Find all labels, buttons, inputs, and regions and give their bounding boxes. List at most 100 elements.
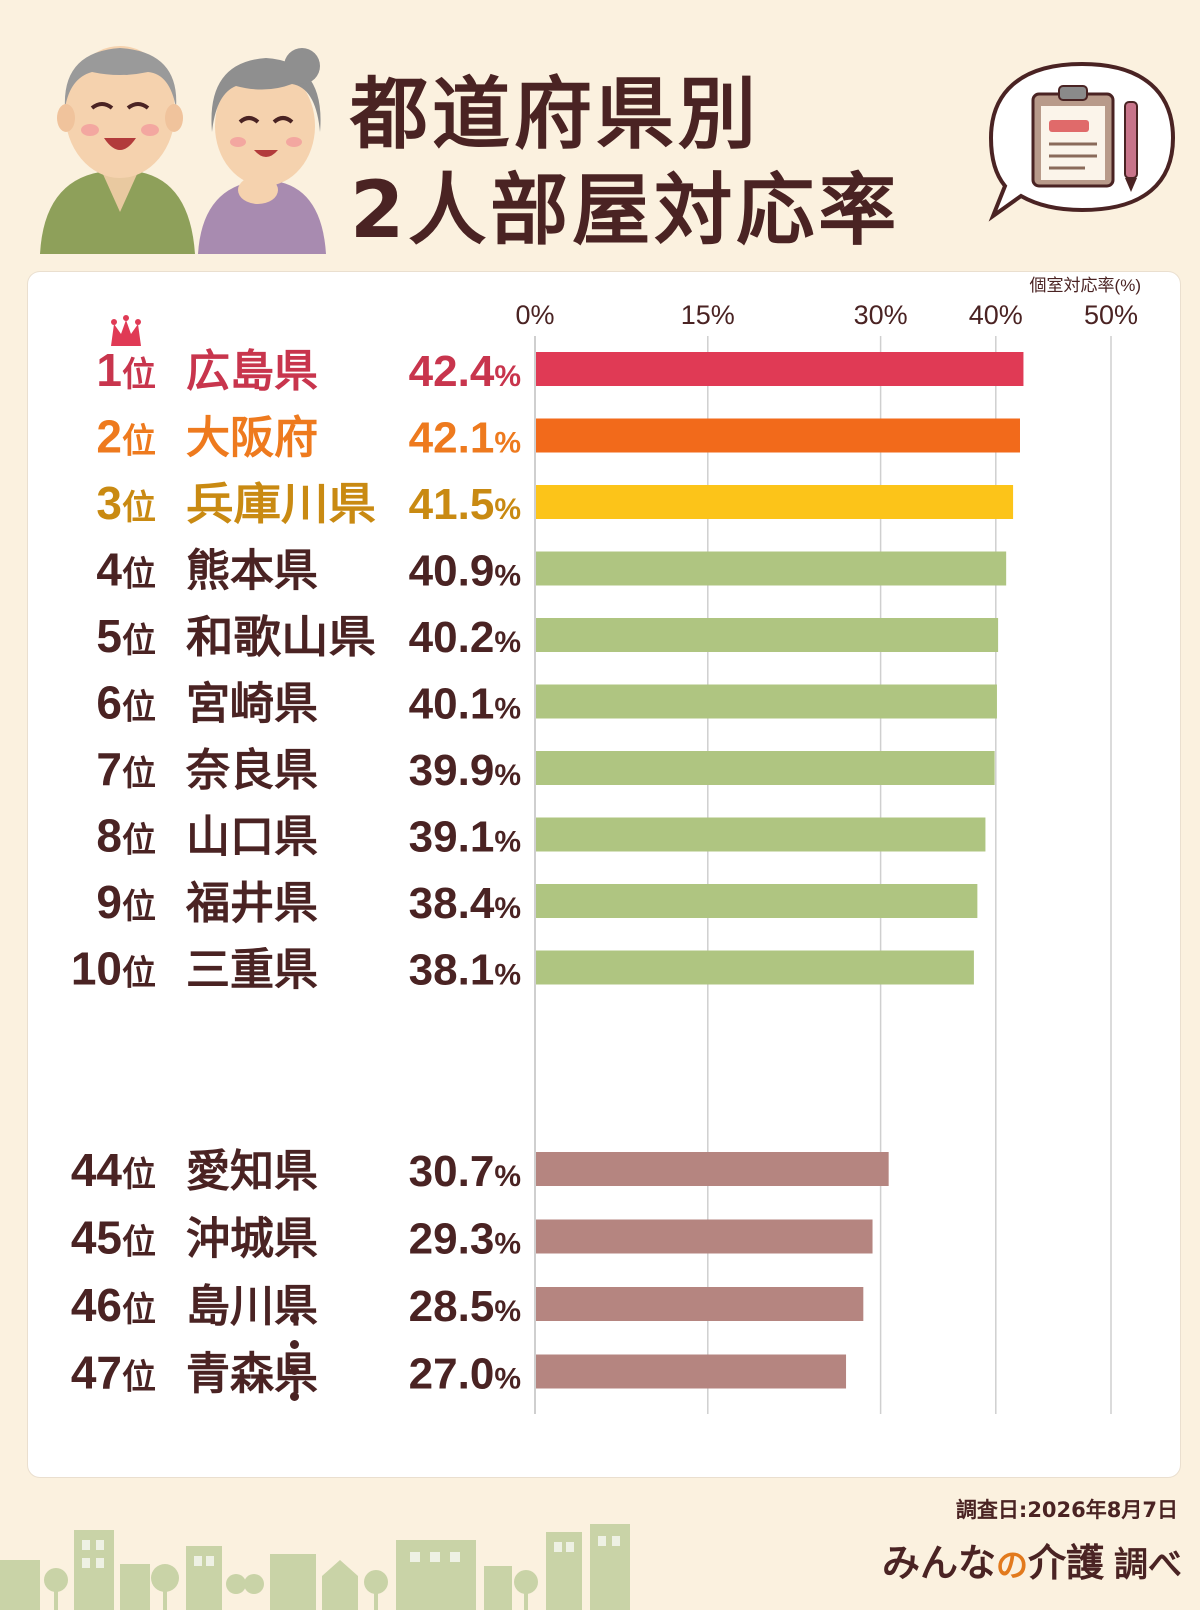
unit-label: 個室対応率(%) [1030,276,1141,295]
rank-number: 10 [71,943,122,995]
rank-number: 5 [96,610,122,662]
elderly-couple-illustration [40,46,326,254]
chart-row: 4位 熊本県 40.9% [96,544,1007,596]
value-number: 41.5 [409,480,495,529]
rank-label: 44位 [71,1144,156,1196]
value-percent: % [494,759,521,792]
value-label: 41.5% [409,480,521,529]
rank-number: 7 [96,743,122,795]
value-percent: % [494,360,521,393]
value-number: 39.1 [409,813,495,862]
value-label: 30.7% [409,1147,521,1196]
chart-row: 10位 三重県 38.1% [71,943,974,995]
chart-title-line-1: 都道府県別 [350,70,761,160]
brand-name-part-1: みんな [881,1541,996,1585]
x-tick-label: 15% [681,300,735,330]
value-number: 38.1 [409,946,495,995]
bar [536,884,978,918]
bar [536,1287,864,1321]
rank-label: 4位 [96,544,156,596]
crown-icon [111,315,141,346]
prefecture-name: 愛知県 [186,1147,318,1196]
value-label: 42.1% [409,414,521,463]
x-tick-label: 0% [515,300,554,330]
rank-label: 45位 [71,1212,156,1264]
value-label: 27.0% [409,1350,521,1399]
value-number: 29.3 [409,1215,495,1264]
rank-suffix: 位 [122,1291,156,1329]
chart-panel: 個室対応率(%) 0% 15% 30% 40% 50% 1位 広島県 42.4% 2位 大阪府 4… [28,272,1180,1477]
value-label: 29.3% [409,1215,521,1264]
rank-suffix: 位 [122,755,156,793]
rank-label: 5位 [96,610,156,662]
prefecture-name: 沖城県 [186,1215,318,1264]
value-number: 27.0 [409,1350,495,1399]
rank-label: 10位 [71,943,156,995]
chart-row: 47位 青森県 27.0% [71,1347,847,1399]
header: 都道府県別 2人部屋対応率 [0,0,1200,260]
value-number: 39.9 [409,746,495,795]
prefecture-name: 宮崎県 [186,680,318,729]
chart-row: 1位 広島県 42.4% [96,344,1024,396]
bar [536,950,974,985]
value-number: 38.4 [409,879,495,928]
rank-number: 2 [96,411,122,463]
chart-row: 9位 福井県 38.4% [96,876,978,928]
bar [536,1354,847,1389]
brand-name-part-2: 介護 [1027,1541,1104,1585]
value-number: 40.9 [409,547,495,596]
rank-label: 8位 [96,810,156,862]
rank-number: 47 [71,1347,122,1399]
chart-row: 5位 和歌山県 40.2% [96,610,999,662]
prefecture-name: 兵庫川県 [186,480,376,529]
value-label: 38.1% [409,946,521,995]
rank-suffix: 位 [122,1224,156,1262]
survey-date: 調査日:2026年8月7日 [955,1498,1178,1522]
bar [536,485,1014,519]
rank-suffix: 位 [122,556,156,594]
value-label: 39.1% [409,813,521,862]
value-number: 42.4 [409,347,495,396]
rank-suffix: 位 [122,423,156,461]
value-percent: % [494,1363,521,1396]
bar [536,684,997,719]
town-skyline-illustration [0,1524,630,1610]
chart-row: 2位 大阪府 42.1% [96,411,1020,463]
chart-row: 46位 島川県 28.5% [71,1279,864,1331]
value-label: 39.9% [409,746,521,795]
rank-label: 2位 [96,411,156,463]
rank-label: 46位 [71,1279,156,1331]
value-label: 40.9% [409,547,521,596]
rank-label: 6位 [96,677,156,729]
rank-number: 4 [96,544,122,596]
brand-suffix: 調べ [1114,1545,1182,1585]
rank-suffix: 位 [122,1359,156,1397]
bar [536,551,1007,586]
prefecture-name: 奈良県 [185,746,318,795]
rank-suffix: 位 [122,489,156,527]
rank-number: 46 [71,1279,122,1331]
rank-suffix: 位 [122,1156,156,1194]
bar [536,817,986,852]
prefecture-name: 和歌山県 [186,613,376,662]
rank-label: 9位 [96,876,156,928]
prefecture-name: 大阪府 [186,414,318,463]
value-number: 42.1 [409,414,495,463]
rank-suffix: 位 [122,955,156,993]
rank-label: 1位 [96,344,156,396]
value-percent: % [494,1228,521,1261]
bar [536,1152,889,1186]
value-number: 40.1 [409,680,495,729]
x-tick-label: 50% [1084,300,1138,330]
bar [536,751,995,785]
rank-number: 6 [96,677,122,729]
value-percent: % [494,626,521,659]
x-tick-label: 30% [854,300,908,330]
rank-suffix: 位 [122,888,156,926]
bar [536,1219,873,1254]
value-percent: % [494,959,521,992]
chart-row: 6位 宮崎県 40.1% [96,677,997,729]
prefecture-name: 三重県 [186,946,318,995]
rank-number: 45 [71,1212,122,1264]
rank-number: 8 [96,810,122,862]
